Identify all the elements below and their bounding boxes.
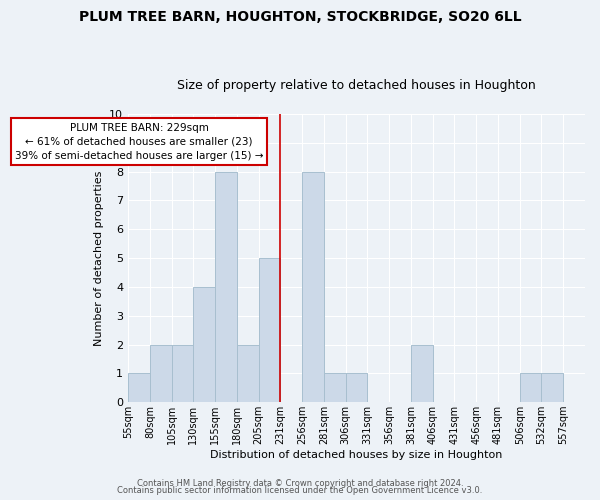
Bar (411, 344, 433, 402)
Bar (128, 374, 150, 402)
Text: PLUM TREE BARN: 229sqm
← 61% of detached houses are smaller (23)
39% of semi-det: PLUM TREE BARN: 229sqm ← 61% of detached… (15, 122, 263, 160)
Bar (237, 344, 259, 402)
Bar (541, 374, 563, 402)
Text: Contains HM Land Registry data © Crown copyright and database right 2024.: Contains HM Land Registry data © Crown c… (137, 478, 463, 488)
Bar (259, 258, 280, 402)
Bar (193, 287, 215, 402)
Title: Size of property relative to detached houses in Houghton: Size of property relative to detached ho… (177, 79, 536, 92)
Text: PLUM TREE BARN, HOUGHTON, STOCKBRIDGE, SO20 6LL: PLUM TREE BARN, HOUGHTON, STOCKBRIDGE, S… (79, 10, 521, 24)
Bar (324, 374, 346, 402)
X-axis label: Distribution of detached houses by size in Houghton: Distribution of detached houses by size … (211, 450, 503, 460)
Bar (215, 172, 237, 402)
Bar (302, 172, 324, 402)
Text: Contains public sector information licensed under the Open Government Licence v3: Contains public sector information licen… (118, 486, 482, 495)
Bar (150, 344, 172, 402)
Bar (172, 344, 193, 402)
Bar (346, 374, 367, 402)
Bar (520, 374, 541, 402)
Y-axis label: Number of detached properties: Number of detached properties (94, 170, 104, 346)
